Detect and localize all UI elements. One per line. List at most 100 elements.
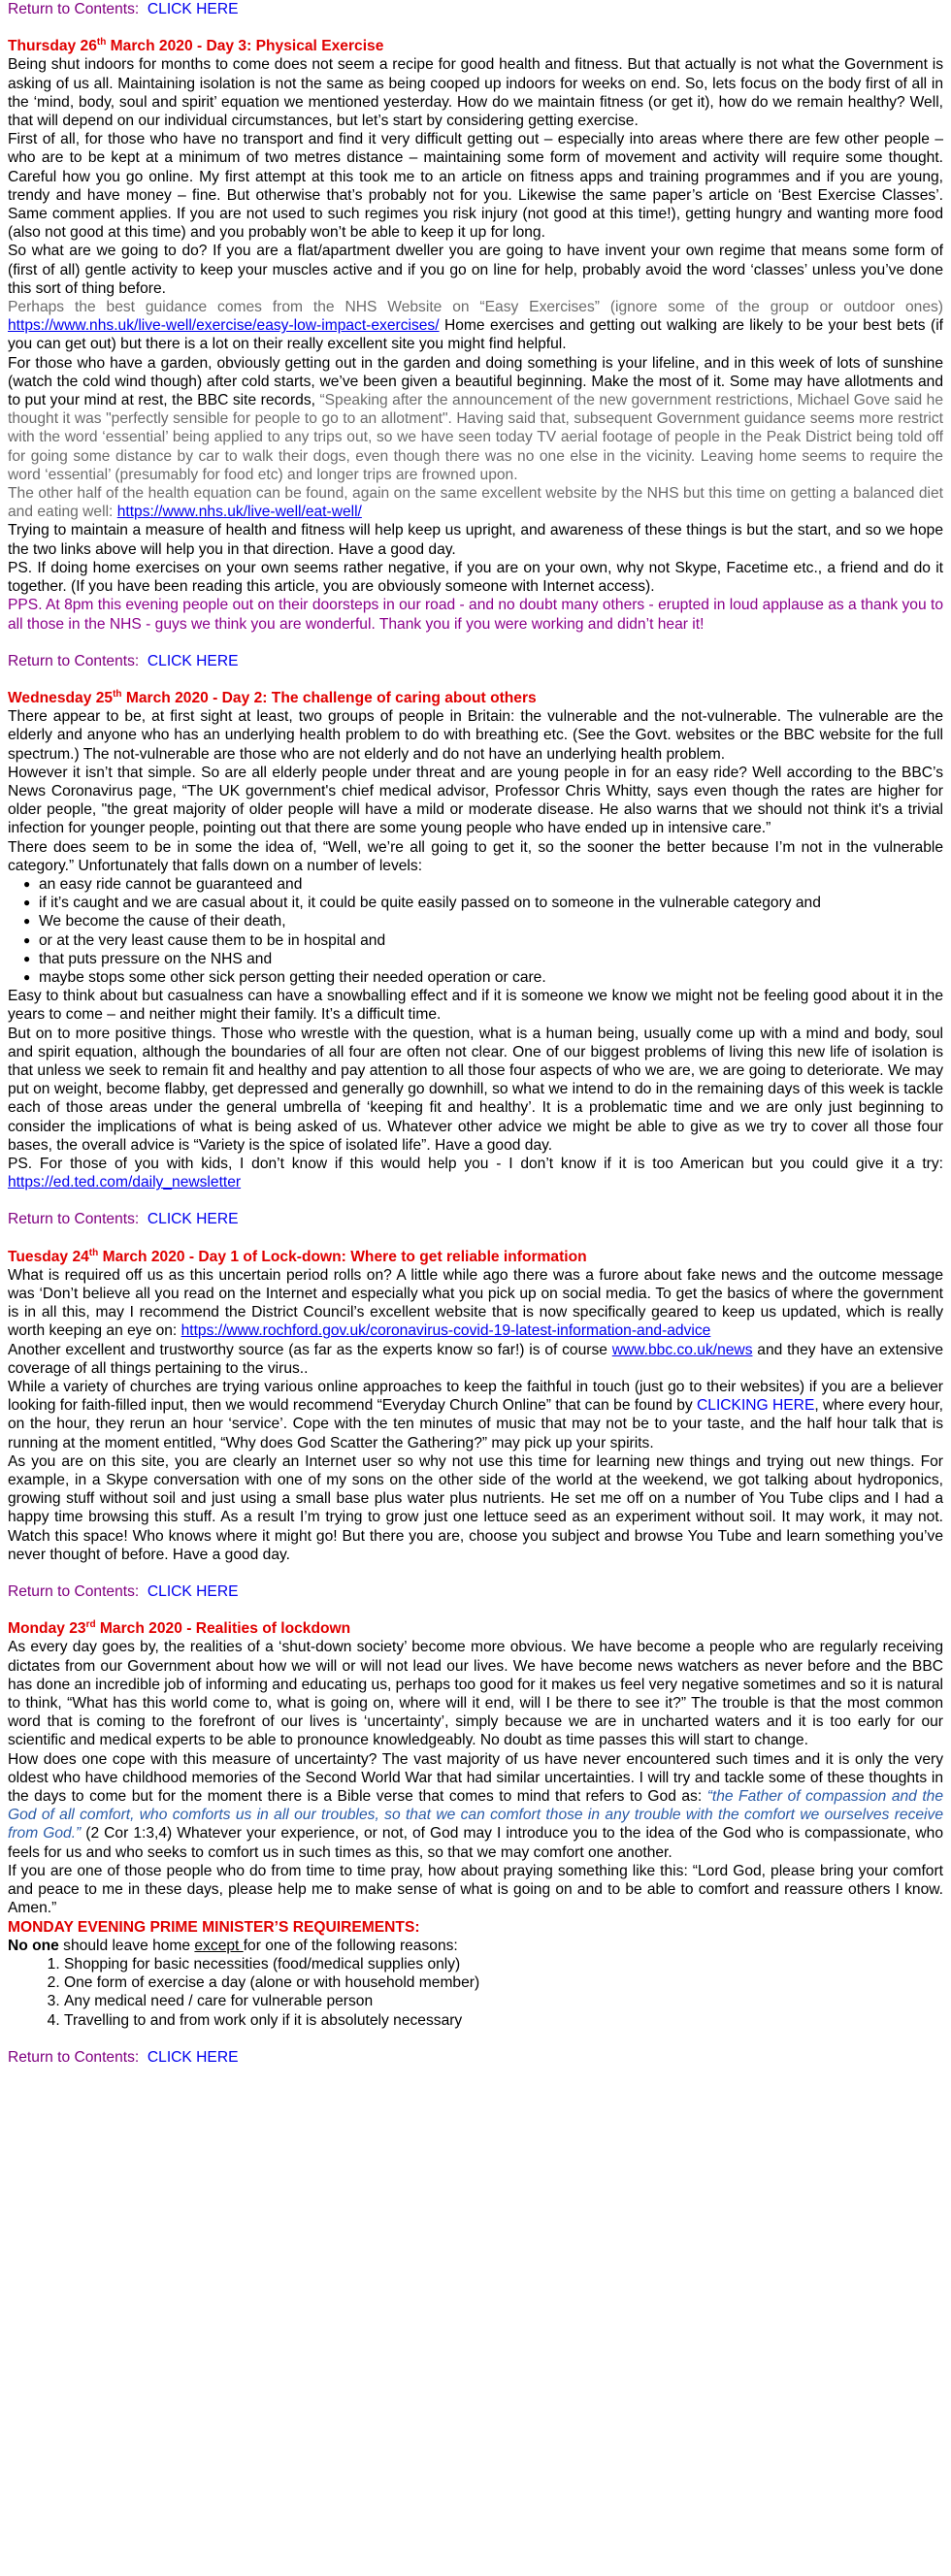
text: As you are on this site, you are clearly… xyxy=(8,1452,943,1563)
return-label: Return to Contents: xyxy=(8,1211,140,1228)
text: Tuesday 24 xyxy=(8,1248,89,1265)
grey-text: The other half of the health equation ca… xyxy=(8,485,943,521)
paragraph: For those who have a garden, obviously g… xyxy=(8,354,943,484)
bullet-item: We become the cause of their death, xyxy=(8,912,943,930)
text: Thursday 26 xyxy=(8,38,97,55)
text: But on to more positive things. Those wh… xyxy=(8,1025,943,1154)
return-label: Return to Contents: xyxy=(8,1583,140,1601)
return-link[interactable]: CLICK HERE xyxy=(147,1,239,17)
document: Return to Contents: CLICK HERE Thursday 2… xyxy=(0,0,951,2067)
bullet-item: if it’s caught and we are casual about i… xyxy=(8,894,943,912)
underline-text: except xyxy=(194,1937,244,1954)
paragraph: Another excellent and trustworthy source… xyxy=(8,1341,943,1378)
paragraph: As you are on this site, you are clearly… xyxy=(8,1452,943,1564)
sup-text: th xyxy=(88,1247,99,1258)
link-text[interactable]: https://www.nhs.uk/live-well/exercise/ea… xyxy=(8,317,440,335)
paragraph: If you are one of those people who do fr… xyxy=(8,1862,943,1918)
section: Thursday 26th March 2020 - Day 3: Physic… xyxy=(8,37,943,634)
text: March 2020 - Day 1 of Lock-down: Where t… xyxy=(98,1248,587,1265)
paragraph: Trying to maintain a measure of health a… xyxy=(8,521,943,558)
section-heading: Tuesday 24th March 2020 - Day 1 of Lock-… xyxy=(8,1248,943,1266)
return-link[interactable]: CLICK HERE xyxy=(147,652,239,669)
text: , where every hour, on the hour, they re… xyxy=(8,1397,943,1451)
text: How does one cope with this measure of u… xyxy=(8,1750,943,1806)
text: Easy to think about but casualness can h… xyxy=(8,988,943,1024)
paragraph: Easy to think about but casualness can h… xyxy=(8,987,943,1024)
link-text[interactable]: www.bbc.co.uk/news xyxy=(611,1341,753,1358)
paragraph: PS. For those of you with kids, I don’t … xyxy=(8,1155,943,1191)
text: First of all, for those who have no tran… xyxy=(8,131,943,242)
text: PS. For those of you with kids, I don’t … xyxy=(8,1155,943,1172)
blue-text[interactable]: CLICKING HERE xyxy=(697,1397,815,1415)
link-text[interactable]: https://ed.ted.com/daily_newsletter xyxy=(8,1174,242,1191)
numbered-item: One form of exercise a day (alone or wit… xyxy=(64,1973,943,1992)
text: Monday 23 xyxy=(8,1620,86,1638)
paragraph: Perhaps the best guidance comes from the… xyxy=(8,298,943,354)
paragraph: What is required off us as this uncertai… xyxy=(8,1266,943,1341)
paragraph: PPS. At 8pm this evening people out on t… xyxy=(8,596,943,633)
bullet-item: an easy ride cannot be guaranteed and xyxy=(8,875,943,894)
return-to-contents: Return to Contents: CLICK HERE xyxy=(8,2048,943,2067)
bold-text: No one xyxy=(8,1937,59,1954)
grey-text: “Speaking after the announcement of the … xyxy=(8,392,943,483)
text: However it isn’t that simple. So are all… xyxy=(8,764,943,837)
paragraph: Being shut indoors for months to come do… xyxy=(8,55,943,130)
paragraph: There appear to be, at first sight at le… xyxy=(8,707,943,764)
sup-text: rd xyxy=(85,1619,96,1631)
numbered-item: Travelling to and from work only if it i… xyxy=(64,2011,943,2030)
paragraph: The other half of the health equation ca… xyxy=(8,484,943,521)
text: Trying to maintain a measure of health a… xyxy=(8,522,943,558)
grey-text: Perhaps the best guidance comes from the… xyxy=(8,299,943,316)
return-to-contents: Return to Contents: CLICK HERE xyxy=(8,1582,943,1601)
text: PS. If doing home exercises on your own … xyxy=(8,559,943,596)
purple-text: PPS. At 8pm this evening people out on t… xyxy=(8,597,943,633)
section-heading: Thursday 26th March 2020 - Day 3: Physic… xyxy=(8,37,943,55)
text: If you are one of those people who do fr… xyxy=(8,1862,943,1917)
paragraph: There does seem to be in some the idea o… xyxy=(8,838,943,875)
text: For those who have a garden, obviously g… xyxy=(8,354,943,409)
return-label: Return to Contents: xyxy=(8,2048,140,2066)
sup-text: th xyxy=(113,688,122,700)
quote-text: “the Father of compassion and the God of… xyxy=(8,1788,944,1842)
return-label: Return to Contents: xyxy=(8,1,140,17)
paragraph: First of all, for those who have no tran… xyxy=(8,130,943,242)
link-text[interactable]: https://www.rochford.gov.uk/coronavirus-… xyxy=(180,1322,711,1340)
numbered-item: Shopping for basic necessities (food/med… xyxy=(64,1955,943,1973)
return-to-contents: Return to Contents: CLICK HERE xyxy=(8,1210,943,1228)
sup-text: th xyxy=(96,37,107,49)
text: While a variety of churches are trying v… xyxy=(8,1379,943,1415)
numbered-list: Shopping for basic necessities (food/med… xyxy=(8,1955,943,2030)
paragraph: But on to more positive things. Those wh… xyxy=(8,1025,943,1155)
return-to-contents: Return to Contents: CLICK HERE xyxy=(8,0,943,18)
paragraph: However it isn’t that simple. So are all… xyxy=(8,764,943,838)
text: Wednesday 25 xyxy=(8,689,114,706)
paragraph: So what are we going to do? If you are a… xyxy=(8,242,943,298)
paragraph: How does one cope with this measure of u… xyxy=(8,1750,943,1862)
return-link[interactable]: CLICK HERE xyxy=(147,2048,239,2066)
text: Being shut indoors for months to come do… xyxy=(8,56,943,130)
bullet-item: that puts pressure on the NHS and xyxy=(8,950,943,968)
paragraph: As every day goes by, the realities of a… xyxy=(8,1638,943,1749)
return-to-contents: Return to Contents: CLICK HERE xyxy=(8,652,943,670)
paragraph: PS. If doing home exercises on your own … xyxy=(8,559,943,596)
text: March 2020 - Day 2: The challenge of car… xyxy=(121,689,537,706)
bullet-list: an easy ride cannot be guaranteed andif … xyxy=(8,875,943,987)
paragraph: No one should leave home except for one … xyxy=(8,1937,943,1955)
paragraph: While a variety of churches are trying v… xyxy=(8,1378,943,1452)
link-text[interactable]: https://www.nhs.uk/live-well/eat-well/ xyxy=(116,504,362,521)
return-link[interactable]: CLICK HERE xyxy=(147,1583,239,1601)
text: So what are we going to do? If you are a… xyxy=(8,243,943,297)
text: There appear to be, at first sight at le… xyxy=(8,708,943,763)
text: As every day goes by, the realities of a… xyxy=(8,1639,943,1749)
bullet-item: maybe stops some other sick person getti… xyxy=(8,968,943,987)
return-label: Return to Contents: xyxy=(8,652,140,669)
section: Wednesday 25th March 2020 - Day 2: The c… xyxy=(8,689,943,1191)
red-text: MONDAY EVENING PRIME MINISTER’S REQUIREM… xyxy=(8,1918,420,1936)
section-heading: Wednesday 25th March 2020 - Day 2: The c… xyxy=(8,689,943,707)
text: What is required off us as this uncertai… xyxy=(8,1266,943,1340)
return-link[interactable]: CLICK HERE xyxy=(147,1211,239,1228)
numbered-item: Any medical need / care for vulnerable p… xyxy=(64,1992,943,2010)
text: for one of the following reasons: xyxy=(243,1937,458,1954)
